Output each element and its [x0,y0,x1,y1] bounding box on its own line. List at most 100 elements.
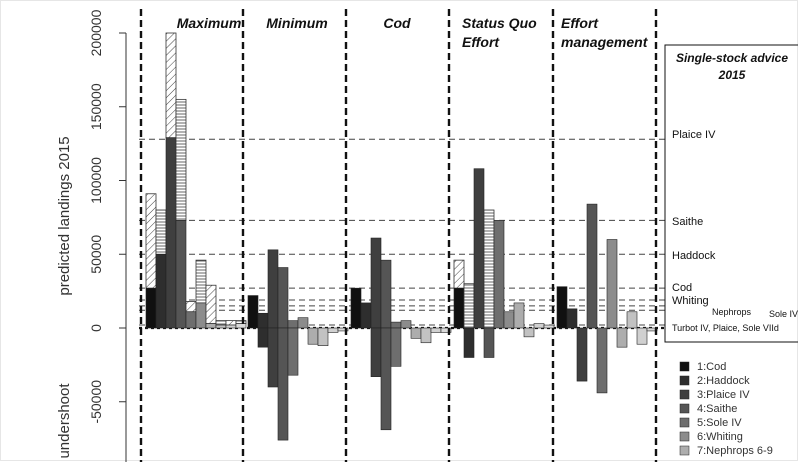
bar [277,267,289,329]
bar [267,327,279,388]
bar-hatched [185,301,197,313]
legend-label: 1:Cod [697,361,726,373]
legend-swatch [679,431,690,442]
bar [503,311,515,329]
bar [185,311,197,329]
bar [533,323,545,329]
bar-hatched [453,259,465,289]
bar [175,220,187,329]
reference-label: Saithe [672,216,703,228]
bar [616,327,628,348]
legend-swatch [679,361,690,372]
bar [235,323,247,329]
legend-swatch [679,389,690,400]
bar [165,137,177,329]
panel-title: management [561,34,649,50]
y-tick-label: 150000 [88,83,104,130]
side-panel-title: Single-stock advice [676,51,788,65]
reference-label: Haddock [672,250,716,262]
bar [317,327,329,347]
bar [596,327,608,394]
bar [155,253,167,329]
bar [566,308,578,329]
bar [483,327,495,358]
bar [337,327,349,332]
bar-hatched [155,209,167,255]
panel-title: Cod [383,15,411,31]
bar [463,327,475,358]
panel-title: Effort [561,15,599,31]
bar [473,168,485,329]
bar [420,327,432,344]
bar-hatched [195,259,207,304]
panel-title: Maximum [177,15,242,31]
bar [247,295,259,329]
bar [626,311,638,329]
bar [307,327,319,345]
bar [257,312,269,329]
bar [410,327,422,339]
bar [513,302,525,329]
bar [440,327,452,333]
bar [257,327,269,348]
bar-hatched [225,320,237,326]
bar [297,317,309,329]
bar [205,323,217,329]
bar-hatched [175,98,187,221]
bar-hatched [145,193,157,289]
legend-label: 4:Saithe [697,403,737,415]
bar [586,203,598,329]
bar [350,287,362,329]
panel-title: Status Quo [462,15,537,31]
bar-hatched [205,284,217,324]
panel-title: Effort [462,34,500,50]
y-axis: -50000 0 50000 100000 150000 200000 predicted … [56,9,127,462]
side-panel-box [664,44,798,343]
legend-label: 6:Whiting [697,431,743,443]
bar [453,287,465,329]
legend-swatch [679,417,690,428]
y-tick-label: 50000 [88,235,104,274]
y-tick-label: 200000 [88,9,104,56]
y-axis-label-secondary: undershoot [56,383,73,459]
legend-label: 7:Nephrops 6-9 [697,445,773,457]
bar [380,327,392,431]
bar [360,302,372,329]
reference-label: Plaice IV [672,129,716,141]
bar [543,324,555,329]
reference-lines [139,138,665,330]
legend-swatch [679,403,690,414]
bar [145,287,157,329]
bar [430,327,442,333]
bar [215,324,227,329]
y-tick-label: 0 [88,324,104,332]
reference-label: Nephrops [712,307,752,317]
bar [400,320,412,329]
bar [287,327,299,376]
bar [493,220,505,329]
bar [390,321,402,329]
bar [556,286,568,329]
bar-hatched [165,32,177,139]
reference-label: Sole IV [769,309,798,319]
legend-label: 5:Sole IV [697,417,742,429]
y-axis-label: predicted landings 2015 [56,136,73,295]
bar [523,327,535,338]
y-tick-label: -50000 [88,380,104,424]
legend: 1:Cod 2:Haddock 3:Plaice IV 4:Saithe 5:Sole … [679,361,773,457]
bar-hatched [215,320,227,326]
bar [370,327,382,377]
reference-label: Whiting [672,295,709,307]
side-panel: Single-stock advice 2015 Plaice IV Saithe Ha… [664,44,798,343]
legend-swatch [679,375,690,386]
bar [390,327,402,367]
bar [267,249,279,329]
reference-label: Turbot IV, Plaice, Sole VIId [672,323,779,333]
legend-swatch [679,445,690,456]
bar [576,327,588,382]
bar-hatched [235,320,247,324]
side-panel-title: 2015 [718,68,746,82]
bar [195,302,207,329]
